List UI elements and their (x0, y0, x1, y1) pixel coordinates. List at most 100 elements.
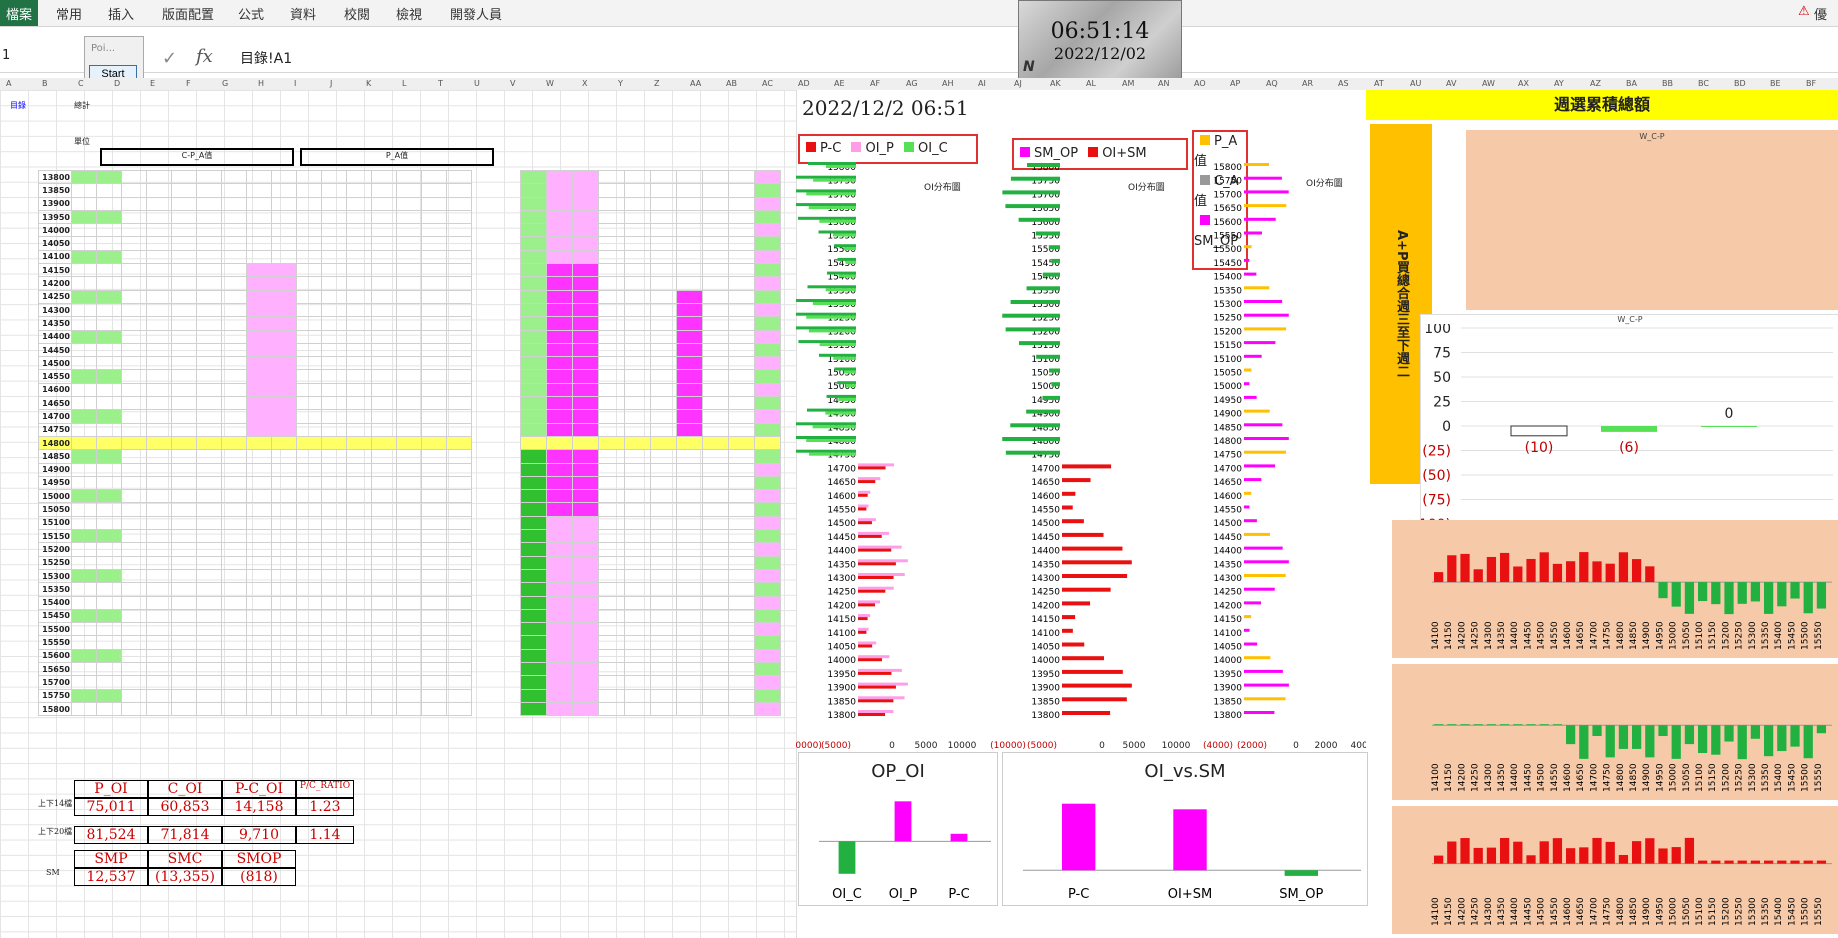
table-cell[interactable] (296, 409, 322, 424)
table-cell[interactable] (676, 183, 703, 198)
column-letter[interactable]: BD (1734, 79, 1746, 88)
table-cell[interactable] (246, 502, 272, 517)
table-cell[interactable] (676, 316, 703, 331)
table-cell[interactable] (96, 209, 122, 225)
table-cell[interactable] (754, 582, 781, 597)
table-cell[interactable] (146, 449, 172, 464)
table-cell[interactable] (702, 302, 729, 318)
table-cell[interactable] (728, 169, 755, 185)
table-cell[interactable] (71, 475, 97, 491)
table-cell[interactable] (446, 608, 472, 624)
column-letter[interactable]: AH (942, 79, 954, 88)
table-cell[interactable] (650, 635, 677, 650)
table-cell[interactable] (371, 369, 397, 384)
table-cell[interactable] (196, 608, 222, 624)
table-cell[interactable] (520, 316, 547, 331)
table-cell[interactable] (702, 489, 729, 504)
table-cell[interactable] (546, 701, 573, 717)
table-cell[interactable] (321, 356, 347, 371)
table-cell[interactable] (246, 582, 272, 597)
table-cell[interactable] (624, 502, 651, 517)
table-cell[interactable] (520, 489, 547, 504)
column-letter[interactable]: T (438, 79, 443, 88)
table-cell[interactable] (221, 475, 247, 491)
table-cell[interactable] (650, 169, 677, 185)
table-cell[interactable] (371, 568, 397, 584)
table-cell[interactable] (572, 236, 599, 251)
table-cell[interactable] (676, 169, 703, 185)
table-cell[interactable] (676, 449, 703, 464)
table-cell[interactable] (221, 183, 247, 198)
table-cell[interactable] (171, 489, 197, 504)
table-cell[interactable] (296, 263, 322, 278)
table-cell[interactable] (446, 289, 472, 304)
table-cell[interactable] (702, 356, 729, 371)
column-letter[interactable]: BA (1626, 79, 1637, 88)
table-cell[interactable] (728, 422, 755, 437)
table-cell[interactable] (754, 449, 781, 464)
table-cell[interactable] (728, 356, 755, 371)
table-cell[interactable] (396, 382, 422, 398)
table-cell[interactable] (572, 675, 599, 690)
table-cell[interactable] (96, 196, 122, 211)
table-cell[interactable] (650, 276, 677, 291)
table-cell[interactable] (146, 582, 172, 597)
table-cell[interactable] (396, 515, 422, 531)
table-cell[interactable] (196, 502, 222, 517)
table-cell[interactable] (296, 489, 322, 504)
table-cell[interactable] (546, 236, 573, 251)
table-cell[interactable] (71, 529, 97, 544)
table-cell[interactable] (676, 236, 703, 251)
table-cell[interactable] (546, 675, 573, 690)
table-cell[interactable] (71, 396, 97, 411)
table-cell[interactable] (421, 568, 447, 584)
table-cell[interactable] (121, 489, 147, 504)
table-cell[interactable] (728, 608, 755, 624)
table-cell[interactable] (171, 236, 197, 251)
table-cell[interactable] (598, 196, 625, 211)
table-cell[interactable] (676, 409, 703, 424)
table-cell[interactable] (96, 555, 122, 570)
table-cell[interactable] (71, 249, 97, 265)
table-cell[interactable] (271, 249, 297, 265)
table-cell[interactable] (702, 462, 729, 477)
column-letter[interactable]: AL (1086, 79, 1096, 88)
table-cell[interactable] (421, 382, 447, 398)
table-cell[interactable] (624, 396, 651, 411)
column-letter[interactable]: AS (1338, 79, 1349, 88)
table-cell[interactable] (546, 356, 573, 371)
table-cell[interactable] (421, 688, 447, 703)
table-cell[interactable] (221, 595, 247, 610)
table-cell[interactable] (171, 608, 197, 624)
table-cell[interactable] (650, 435, 677, 451)
table-cell[interactable] (346, 701, 372, 717)
table-cell[interactable] (96, 529, 122, 544)
table-cell[interactable] (728, 316, 755, 331)
table-cell[interactable] (96, 409, 122, 424)
table-cell[interactable] (146, 342, 172, 358)
table-cell[interactable] (371, 675, 397, 690)
table-cell[interactable] (520, 422, 547, 437)
table-cell[interactable] (728, 701, 755, 717)
table-cell[interactable] (146, 462, 172, 477)
table-cell[interactable] (246, 209, 272, 225)
table-cell[interactable] (520, 475, 547, 491)
table-cell[interactable] (296, 209, 322, 225)
table-cell[interactable] (572, 529, 599, 544)
table-cell[interactable] (196, 342, 222, 358)
table-cell[interactable] (702, 502, 729, 517)
table-cell[interactable] (246, 369, 272, 384)
table-cell[interactable] (624, 369, 651, 384)
table-cell[interactable] (598, 595, 625, 610)
table-cell[interactable] (171, 462, 197, 477)
table-cell[interactable] (572, 369, 599, 384)
table-cell[interactable] (446, 263, 472, 278)
table-cell[interactable] (196, 409, 222, 424)
table-cell[interactable] (146, 489, 172, 504)
table-cell[interactable] (146, 169, 172, 185)
table-cell[interactable] (346, 489, 372, 504)
table-cell[interactable] (296, 475, 322, 491)
table-cell[interactable] (371, 249, 397, 265)
table-cell[interactable] (520, 209, 547, 225)
table-cell[interactable] (702, 661, 729, 677)
